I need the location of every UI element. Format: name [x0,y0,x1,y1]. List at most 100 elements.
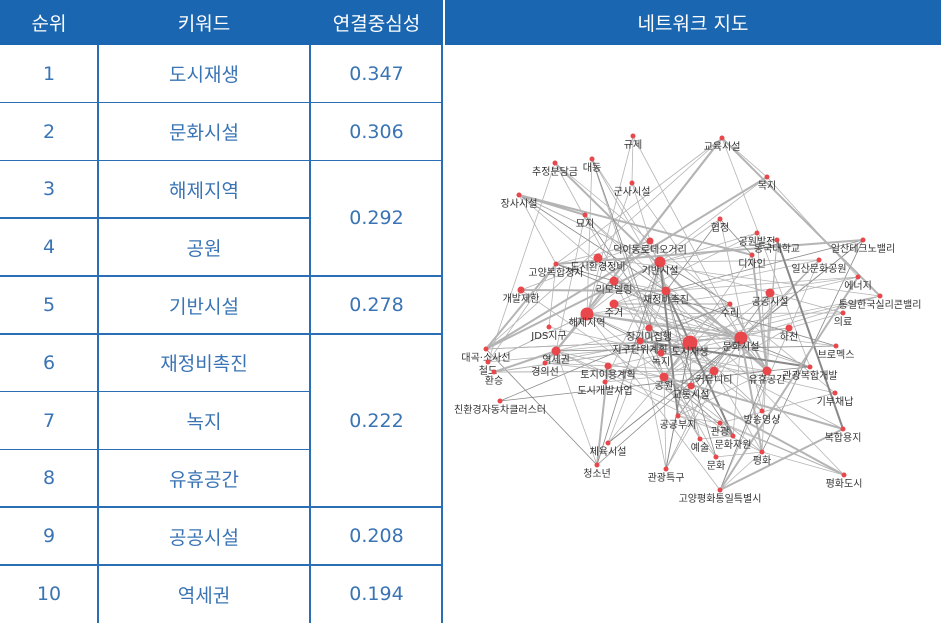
column-header: 순위 [0,0,98,45]
centrality-cell: 0.222 [349,409,404,432]
network-edge [487,313,588,363]
centrality-cell: 0.347 [349,62,404,85]
network-edge [586,313,837,347]
network-edge [493,350,557,373]
network-edge [665,239,864,292]
network-edge [555,137,723,265]
network-edge [586,312,844,315]
node-label: 커뮤니티 [696,374,733,386]
network-node [609,299,619,309]
network-node [645,324,653,332]
node-label: 통일한국실리콘밸리 [839,299,922,311]
network-node [840,426,846,432]
row-line [0,506,310,508]
network-node [552,160,558,166]
network-edge [499,370,768,402]
network-edge [555,240,651,265]
rank-cell: 10 [36,583,62,606]
node-label: 문화시설 [723,341,760,353]
network-edge [721,137,768,178]
node-label: 공공부지 [660,419,697,431]
network-node [609,276,619,286]
network-edge [639,340,667,470]
column-line [97,45,99,623]
network-edge [665,290,734,437]
network-edge [766,176,859,278]
row-line [0,101,310,104]
keyword-cell: 해제지역 [169,179,239,202]
node-label: 대동 [583,162,601,174]
node-label: JDS지구 [530,330,566,342]
node-label: 체육시설 [590,446,627,458]
node-label: 교통시설 [673,389,710,401]
node-label: 기부채납 [817,396,854,408]
node-label: 예술 [691,442,709,454]
network-edge [648,327,844,430]
column-header: 키워드 [98,0,310,45]
node-label: 평화도시 [826,478,863,490]
network-node [717,216,723,222]
network-edge [719,218,753,256]
network-edge [586,276,859,315]
keyword-cell: 녹지 [186,411,222,434]
centrality-cell: 0.306 [349,120,404,143]
network-edge [586,313,641,342]
node-label: 문화 [707,460,725,472]
node-label: 에너지 [844,280,872,292]
network-edge [719,428,844,491]
node-label: 평화 [753,455,771,467]
node-label: 공원발전 [739,236,776,248]
network-edge [659,261,844,314]
network-node [730,433,736,439]
row-line [0,159,310,162]
node-label: 재정비촉진 [643,294,689,306]
network-node [654,256,666,268]
network-node [719,135,725,141]
network-node [551,346,561,356]
network-node [832,390,838,396]
network-edge [690,337,742,387]
node-label: 토지이용계획 [580,369,635,381]
node-label: 공공시설 [752,296,789,308]
network-node [485,359,491,365]
network-node [717,487,723,493]
network-edge [719,370,768,491]
column-line [441,45,443,623]
network-edge [663,376,734,437]
network-node [855,274,861,280]
network-edge [677,415,734,437]
network-edge [604,342,691,383]
row-line [0,333,310,335]
column-header: 네트워크 지도 [443,0,941,45]
network-edge [766,366,811,372]
row-line [0,564,310,566]
node-label: 묘지 [576,218,594,230]
node-label: 수리 [721,307,739,319]
network-node [593,253,603,263]
network-edge [665,290,717,458]
keyword-cell: 도시재생 [169,64,239,87]
network-node [785,324,793,332]
node-label: 고양복합청사 [528,267,583,279]
network-node [762,366,772,376]
network-edge [756,232,768,372]
network-node [717,420,723,426]
network-edge [607,376,665,444]
network-node [553,261,559,267]
network-edge [544,362,715,372]
network-edge [665,290,845,476]
network-node [657,349,665,357]
network-edge [613,303,691,344]
network-edge [699,438,717,458]
network-edge [648,327,665,378]
keyword-cell: 기반시설 [169,295,239,318]
node-label: 도시개발사업 [577,384,632,397]
network-node [749,252,755,258]
rank-cell: 8 [42,467,56,490]
centrality-cell: 0.278 [349,294,404,317]
network-edge [740,337,763,453]
network-node [841,472,847,478]
network-node [661,286,671,296]
network-edge [518,194,691,344]
